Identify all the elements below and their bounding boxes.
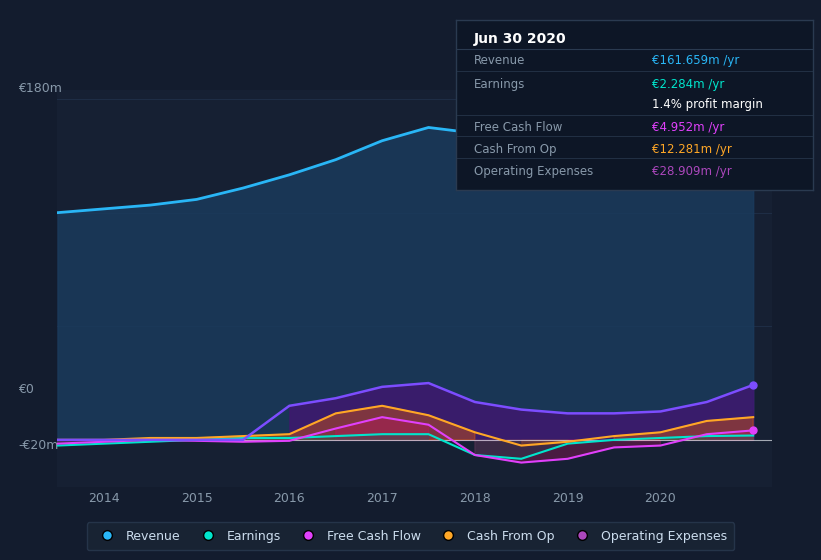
Text: -€20m: -€20m [18,439,58,452]
Text: €180m: €180m [18,82,62,95]
Text: €4.952m /yr: €4.952m /yr [652,121,724,134]
Text: €12.281m /yr: €12.281m /yr [652,143,732,156]
Text: Cash From Op: Cash From Op [474,143,556,156]
Text: Earnings: Earnings [474,78,525,91]
Text: Revenue: Revenue [474,54,525,67]
Text: Free Cash Flow: Free Cash Flow [474,121,562,134]
Text: €28.909m /yr: €28.909m /yr [652,165,732,178]
Text: Jun 30 2020: Jun 30 2020 [474,31,566,45]
Text: Operating Expenses: Operating Expenses [474,165,593,178]
Text: €2.284m /yr: €2.284m /yr [652,78,724,91]
Text: €161.659m /yr: €161.659m /yr [652,54,740,67]
Legend: Revenue, Earnings, Free Cash Flow, Cash From Op, Operating Expenses: Revenue, Earnings, Free Cash Flow, Cash … [87,522,734,550]
Text: €0: €0 [18,383,34,396]
Text: 1.4% profit margin: 1.4% profit margin [652,99,763,111]
